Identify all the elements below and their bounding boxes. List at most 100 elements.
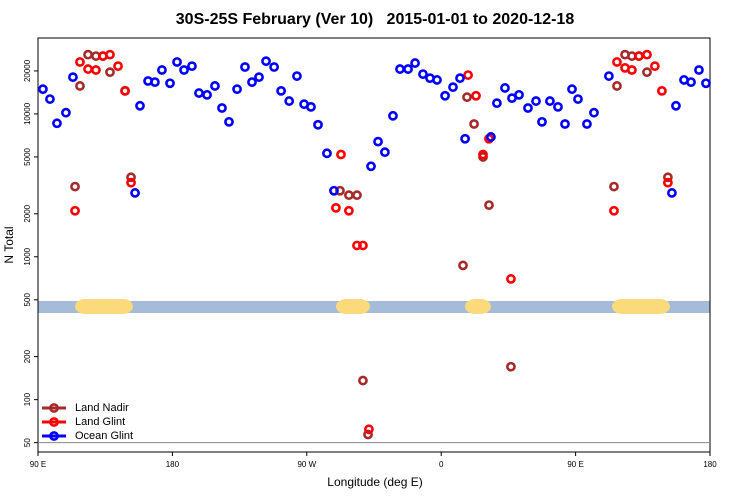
legend-marker [49,417,59,427]
point [322,148,332,159]
y-tick-label: 10000 [23,102,32,125]
point [194,88,204,98]
x-tick-label: 90 E [30,460,46,469]
point [460,133,470,144]
point [75,81,85,91]
point [224,116,234,127]
point [202,89,212,100]
point [662,177,673,188]
point [634,51,644,61]
point [701,78,711,89]
y-tick-label: 1000 [23,247,32,265]
legend-marker [49,431,59,441]
point [52,118,62,129]
point [331,202,341,213]
y-tick-label: 2000 [23,204,32,222]
point [187,61,197,72]
point [523,103,533,113]
point [329,185,339,196]
point [642,49,652,60]
point [261,56,271,67]
point [486,132,496,142]
point [560,119,570,129]
point [130,188,140,198]
point [364,424,374,435]
point [284,96,295,106]
legend-label: Land Glint [75,416,125,428]
x-axis-label: Longitude (deg E) [327,475,422,489]
point [276,85,287,96]
plot-frame [37,37,711,453]
point [45,94,55,104]
legend-label: Land Nadir [75,402,129,414]
legend-marker [49,403,59,413]
x-tick-label: 0 [439,460,444,469]
point [352,190,362,201]
point [240,62,250,72]
point [83,49,93,60]
y-tick-label: 20000 [23,59,32,82]
point [440,90,450,101]
point [432,75,442,85]
point [589,107,599,118]
point [126,172,136,183]
point [604,71,614,81]
land-band [465,299,491,314]
point [484,200,494,211]
point [358,240,368,251]
point [582,119,592,129]
point [344,205,354,216]
point [91,65,101,75]
y-tick-label: 5000 [23,147,32,165]
y-tick-label: 500 [23,293,32,307]
point [514,89,524,100]
point [38,84,48,95]
land-band [336,299,370,314]
point [210,81,220,91]
point [686,77,696,88]
point [247,77,257,88]
point [70,205,80,216]
point [694,65,704,75]
x-tick-label: 90 W [297,460,316,469]
point [388,110,398,121]
point [626,65,637,75]
point [269,62,279,72]
point [113,61,123,72]
point [458,260,468,271]
x-tick-label: 180 [166,460,180,469]
point [380,147,390,158]
point [306,101,316,112]
point [649,61,660,72]
point [120,85,130,96]
point [500,83,510,93]
point [157,65,167,75]
land-band [612,299,670,314]
y-tick-label: 100 [23,392,32,406]
point [344,190,354,201]
point [573,94,583,104]
point [545,96,555,106]
point [506,361,516,372]
ocean-band [38,301,710,313]
point [642,67,652,78]
point [83,64,93,74]
point [75,57,85,67]
x-tick-label: 180 [703,460,717,469]
point [363,429,373,440]
point [373,136,383,147]
point [448,82,458,93]
point [366,161,376,172]
point [68,72,78,83]
point [292,71,302,81]
point [609,205,619,216]
series [70,49,673,435]
point [126,177,136,188]
point [70,181,80,192]
y-axis-label: N Total [2,226,16,263]
point [61,107,71,118]
y-tick-label: 50 [23,438,32,447]
point [254,72,264,83]
point [612,81,622,91]
point [217,103,227,113]
